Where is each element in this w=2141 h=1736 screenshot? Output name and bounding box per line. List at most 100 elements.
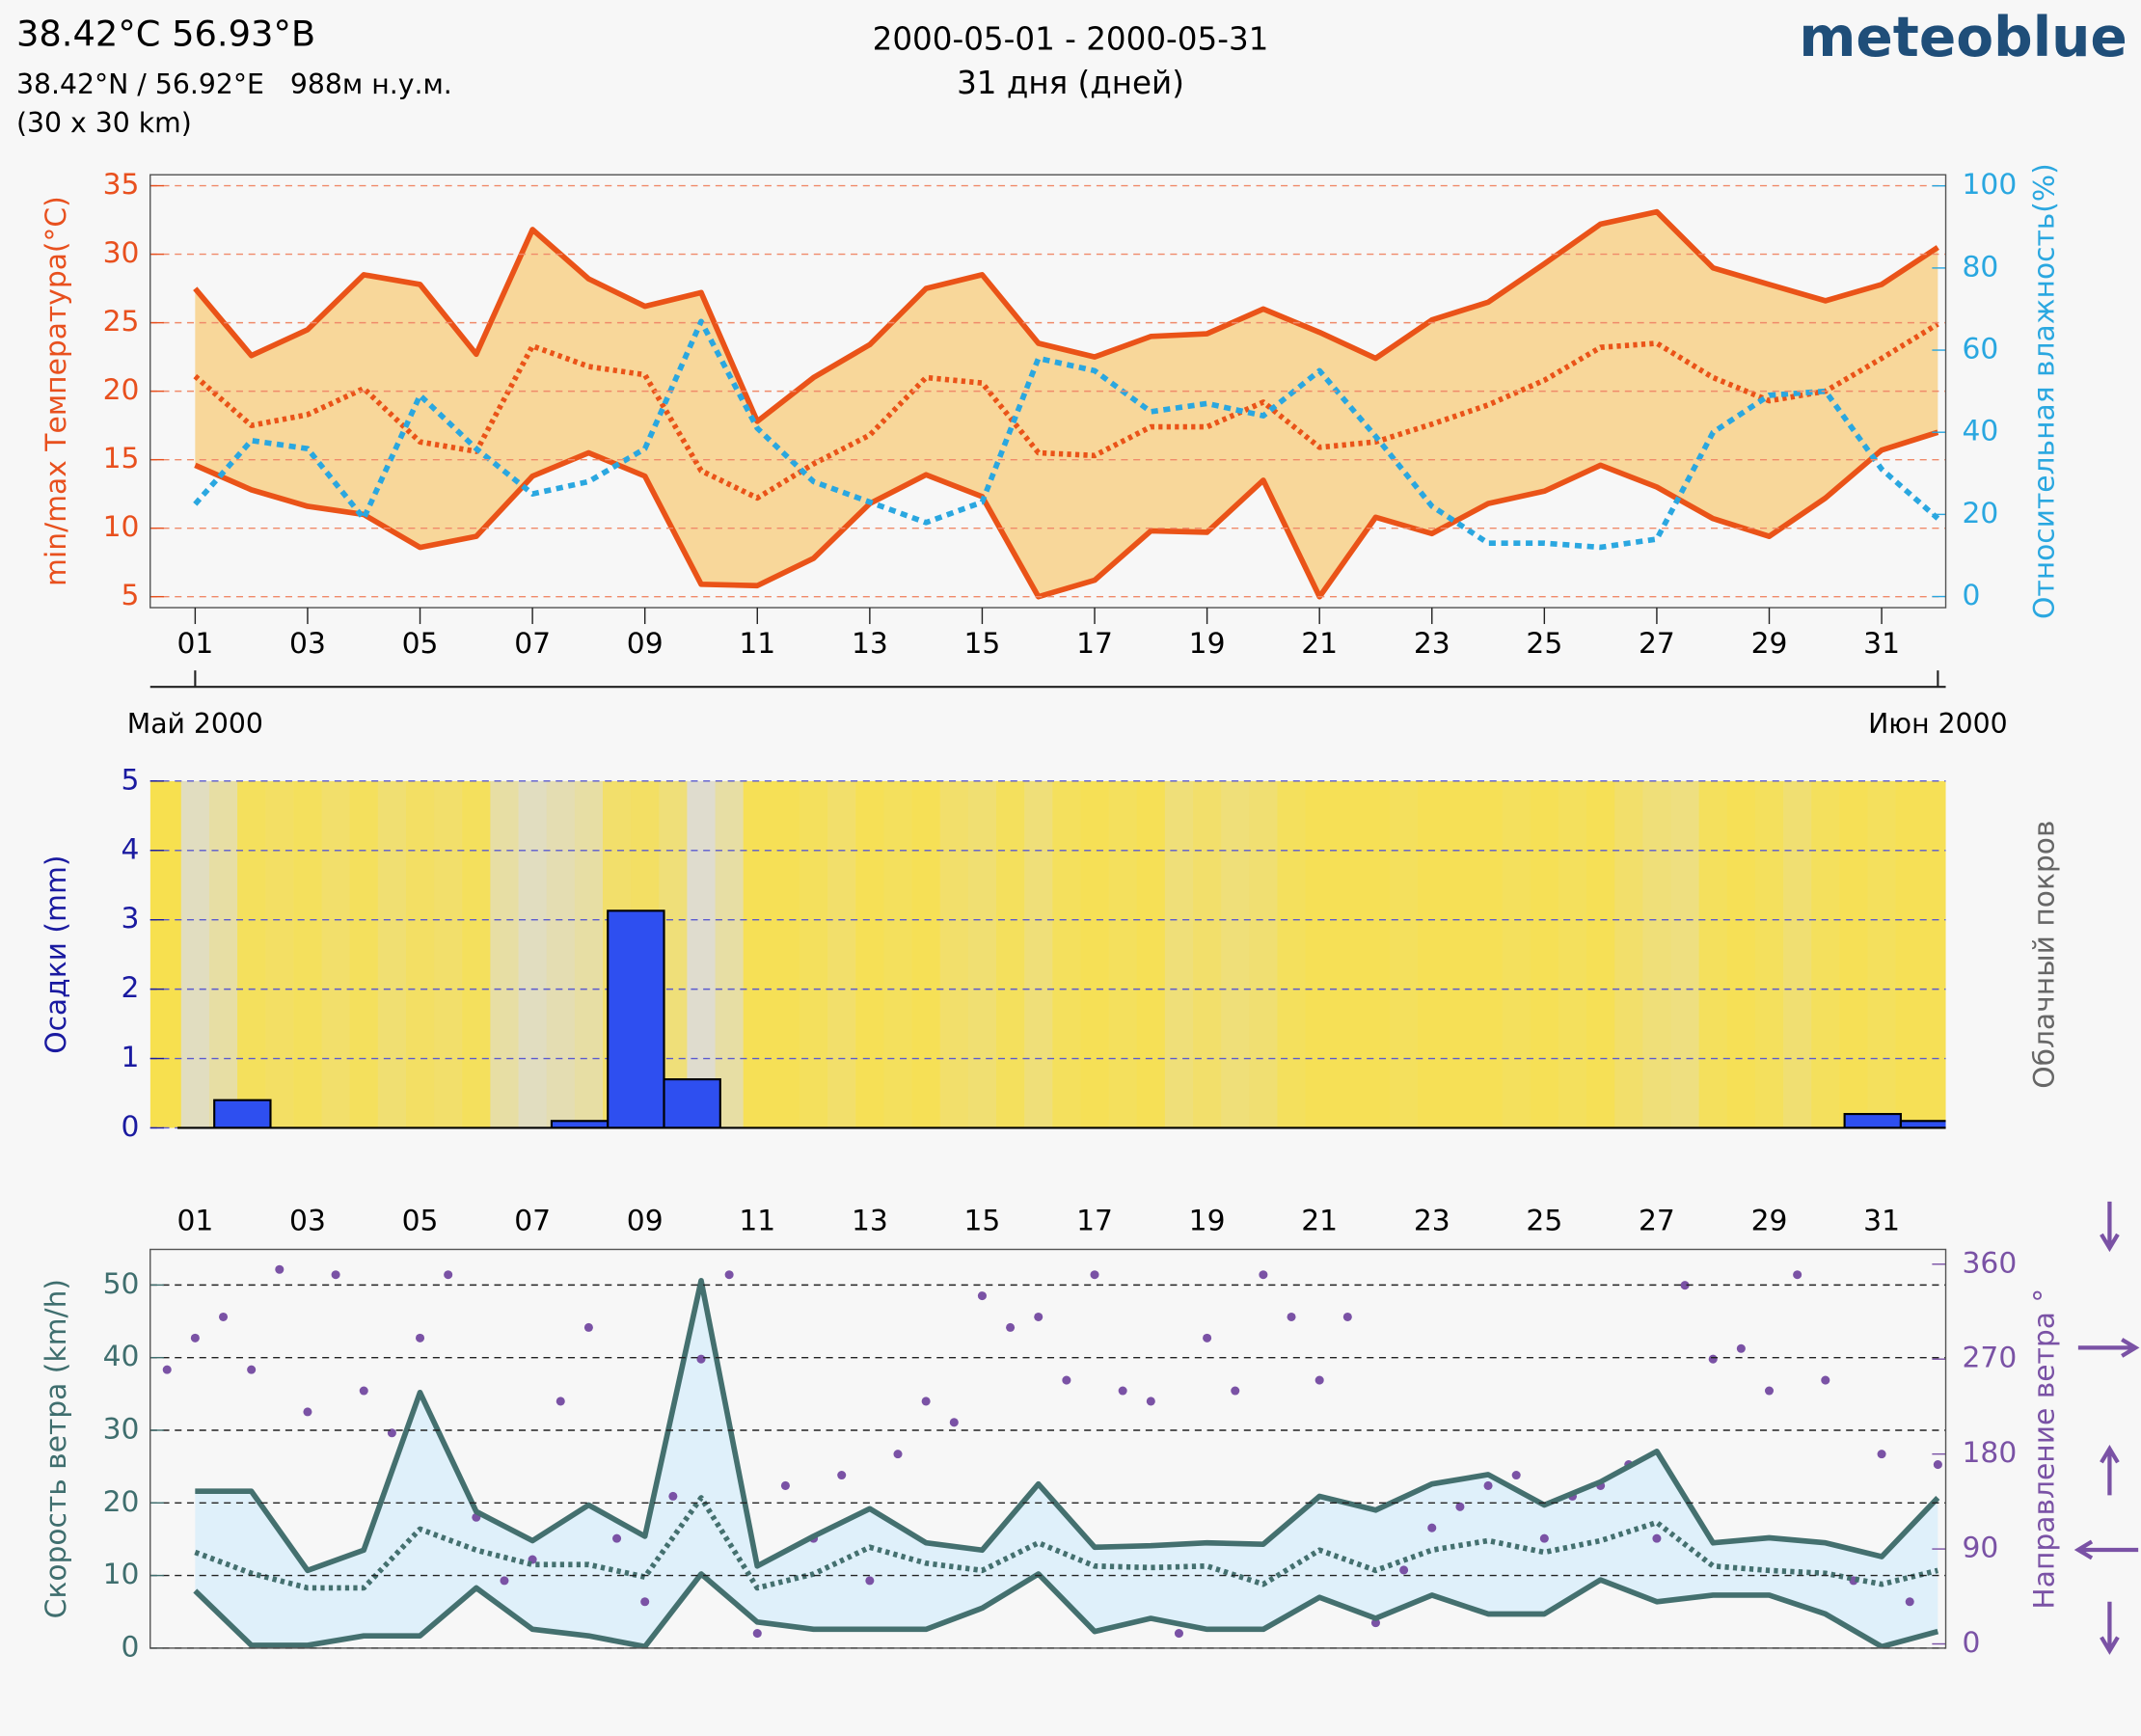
- cloud-cover-strip: [1164, 780, 1194, 1128]
- precipitation-panel: 0 1 2 3 4 5 Осадки (mm) Облачный покров: [40, 763, 2061, 1144]
- cloud-cover-strip: [1642, 780, 1672, 1128]
- y2-tick-label: 90: [1963, 1532, 1999, 1565]
- cloud-cover-strip: [546, 780, 576, 1128]
- y-tick-label: 15: [103, 442, 140, 475]
- y-tick-label: 10: [103, 510, 140, 544]
- direction-point: [1203, 1333, 1212, 1343]
- direction-point: [1174, 1629, 1183, 1639]
- direction-point: [1399, 1565, 1409, 1575]
- plot: [162, 1264, 1942, 1648]
- cloud-cover-strip: [377, 780, 407, 1128]
- cloud-cover-strip: [1361, 780, 1391, 1128]
- cloud-cover-strip: [434, 780, 463, 1128]
- cloud-cover-strip: [1502, 780, 1531, 1128]
- x-tick-label: 07: [514, 627, 551, 661]
- cloud-cover-strip: [1726, 780, 1756, 1128]
- y-tick-label: 10: [103, 1558, 140, 1591]
- direction-point: [1314, 1375, 1324, 1385]
- direction-point: [218, 1312, 229, 1322]
- direction-point: [1680, 1281, 1690, 1290]
- x-tick-label: 09: [627, 627, 664, 661]
- x-tick-label: 15: [964, 627, 1001, 661]
- cloud-cover-strip: [1418, 780, 1448, 1128]
- arrow-north: [2100, 1445, 2120, 1496]
- cloud-cover-strip: [911, 780, 941, 1128]
- y-tick-label: 30: [103, 1412, 140, 1446]
- direction-point: [1511, 1470, 1521, 1480]
- cloud-cover-strip: [1474, 780, 1504, 1128]
- direction-point: [1877, 1450, 1886, 1459]
- cloud-cover-strip: [152, 780, 182, 1128]
- x-tick-label: 15: [964, 1205, 1001, 1238]
- cloud-cover-strip: [1080, 780, 1110, 1128]
- cloud-cover-strip: [1024, 780, 1054, 1128]
- x-tick-label: 29: [1751, 627, 1788, 661]
- direction-point: [500, 1576, 509, 1586]
- direction-point: [444, 1270, 453, 1280]
- cloud-cover-strip: [1839, 780, 1869, 1128]
- direction-point: [977, 1291, 987, 1301]
- y2-axis-title: Облачный покров: [2027, 821, 2061, 1089]
- direction-point: [1342, 1312, 1352, 1322]
- cloud-cover-strip: [405, 780, 435, 1128]
- cloud-cover-strip: [1586, 780, 1615, 1128]
- direction-point: [1539, 1533, 1549, 1543]
- y2-tick-label: 100: [1963, 168, 2018, 202]
- x-tick-label: 03: [289, 627, 326, 661]
- cloud-cover-strip: [1277, 780, 1307, 1128]
- y2-tick-label: 0: [1963, 579, 1981, 612]
- cloud-cover-strip: [574, 780, 604, 1128]
- cloud-cover-strip: [1305, 780, 1335, 1128]
- x-tick-label: 03: [289, 1205, 326, 1238]
- x-tick-label: 19: [1189, 1205, 1226, 1238]
- y2-axis-title: Относительная влажность(%): [2027, 163, 2061, 619]
- arrow-east: [2077, 1338, 2140, 1358]
- cloud-cover-strip: [1052, 780, 1082, 1128]
- coordinates: 38.42°N / 56.92°E 988м н.у.м.: [16, 68, 452, 100]
- direction-point: [1905, 1597, 1914, 1607]
- direction-point: [1287, 1312, 1296, 1322]
- x-tick-label: 13: [852, 1205, 888, 1238]
- direction-point: [865, 1576, 875, 1586]
- plot: [149, 780, 1946, 1128]
- direction-point: [583, 1322, 593, 1332]
- plot-frame: [149, 1248, 1947, 1649]
- y-tick-label: 4: [121, 832, 139, 866]
- cloud-cover-strip: [462, 780, 492, 1128]
- y2-tick-label: 40: [1963, 415, 1999, 448]
- x-tick-label: 19: [1189, 627, 1226, 661]
- x-tick-label: 31: [1863, 627, 1900, 661]
- plot: [193, 208, 1940, 600]
- y-tick-label: 3: [121, 902, 139, 936]
- direction-point: [893, 1450, 903, 1459]
- y-axis-title: Осадки (mm): [40, 855, 73, 1054]
- x-tick-label: 27: [1639, 627, 1675, 661]
- y2-tick-label: 270: [1963, 1342, 2018, 1375]
- cloud-cover-strip: [1108, 780, 1138, 1128]
- series-line: [195, 1278, 1940, 1574]
- arrow-south: [2100, 1201, 2120, 1253]
- cloud-cover-strip: [1867, 780, 1897, 1128]
- y-tick-label: 0: [121, 1110, 139, 1144]
- precipitation-bar: [607, 909, 665, 1128]
- cloud-cover-strip: [1811, 780, 1841, 1128]
- series-line: [194, 429, 1939, 600]
- cloud-cover-strip: [883, 780, 913, 1128]
- location-title: 38.42°C 56.93°B: [16, 13, 315, 54]
- cloud-cover-strip: [1895, 780, 1925, 1128]
- cloud-cover-strip: [490, 780, 520, 1128]
- direction-point: [331, 1270, 340, 1280]
- direction-point: [1933, 1460, 1942, 1470]
- cloud-cover-strip: [1754, 780, 1784, 1128]
- precipitation-bar: [550, 1120, 610, 1128]
- y-tick-label: 20: [103, 373, 140, 407]
- cloud-cover-strip: [1670, 780, 1700, 1128]
- cloud-cover-strip: [855, 780, 885, 1128]
- direction-point: [668, 1491, 678, 1501]
- temperature-panel: 5 10 15 20 25 30 35 0 20 40 60 80 100 min/max Темпера…: [40, 163, 2061, 740]
- x-tick-label: 05: [402, 1205, 439, 1238]
- direction-point: [190, 1333, 200, 1343]
- cloud-cover-strip: [1923, 780, 1946, 1128]
- cloud-cover-strip: [1136, 780, 1166, 1128]
- cloud-cover-strip: [237, 780, 266, 1128]
